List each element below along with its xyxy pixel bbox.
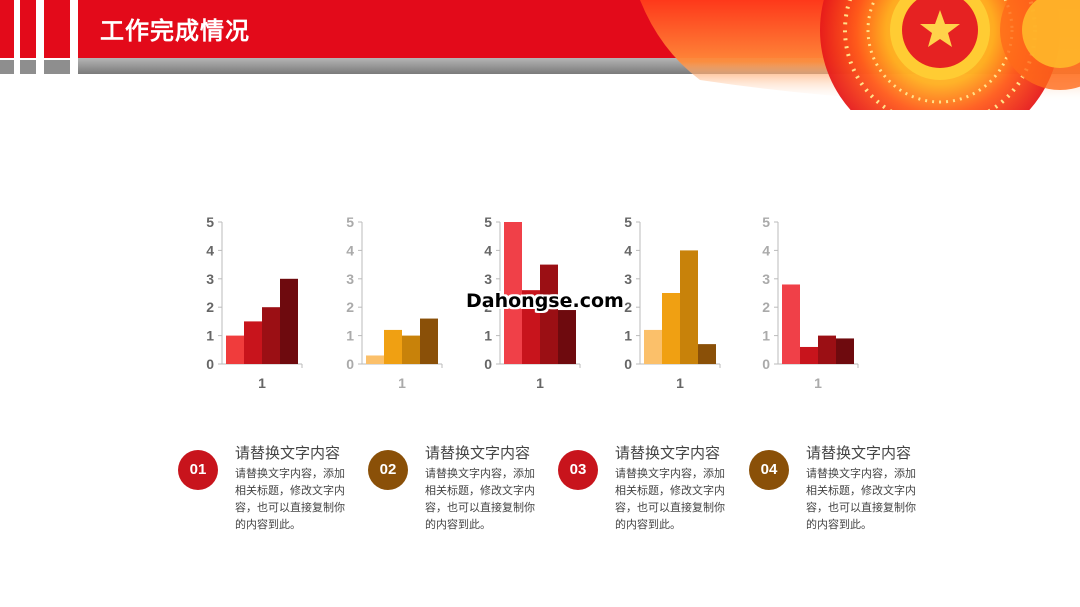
y-tick-label: 3: [762, 271, 770, 287]
y-tick-label: 3: [346, 271, 354, 287]
y-tick-label: 4: [346, 242, 354, 258]
y-tick-label: 2: [762, 299, 770, 315]
bar: [504, 222, 522, 364]
bar: [662, 293, 680, 364]
bar: [558, 310, 576, 364]
item-description: 请替换文字内容，添加相关标题，修改文字内容，也可以直接复制你的内容到此。: [615, 467, 725, 531]
y-tick-label: 4: [206, 242, 214, 258]
number-badge: 04: [749, 450, 789, 490]
item-title: 请替换文字内容: [615, 444, 721, 462]
y-tick-label: 2: [346, 299, 354, 315]
item-title: 请替换文字内容: [235, 444, 341, 462]
bar: [280, 278, 298, 364]
y-tick-label: 0: [484, 356, 492, 372]
y-tick-label: 4: [762, 242, 770, 258]
info-item: 04 请替换文字内容 请替换文字内容，添加相关标题，修改文字内容，也可以直接复制…: [749, 440, 939, 540]
y-tick-label: 5: [484, 214, 492, 230]
bar: [384, 329, 402, 364]
info-item: 01 请替换文字内容 请替换文字内容，添加相关标题，修改文字内容，也可以直接复制…: [178, 440, 368, 540]
y-tick-label: 5: [206, 214, 214, 230]
y-tick-label: 5: [346, 214, 354, 230]
bar: [818, 335, 836, 364]
header-banner: 工作完成情况: [0, 0, 1080, 110]
y-tick-label: 5: [762, 214, 770, 230]
bar: [262, 307, 280, 364]
y-tick-label: 4: [624, 242, 632, 258]
bar-charts: 0 1 2 3 4 5 1 0 1 2 3 4 5 1 0 1 2 3 4 5 1 0 1 2 3 4 5 1 0 1 2 3 4 5 1: [206, 214, 859, 391]
info-item: 02 请替换文字内容 请替换文字内容，添加相关标题，修改文字内容，也可以直接复制…: [368, 440, 558, 540]
y-tick-label: 1: [206, 328, 214, 344]
y-tick-label: 2: [624, 299, 632, 315]
info-item: 03 请替换文字内容 请替换文字内容，添加相关标题，修改文字内容，也可以直接复制…: [558, 440, 748, 540]
y-tick-label: 2: [206, 299, 214, 315]
bar: [244, 321, 262, 364]
y-tick-label: 5: [624, 214, 632, 230]
item-description: 请替换文字内容，添加相关标题，修改文字内容，也可以直接复制你的内容到此。: [425, 467, 535, 531]
y-tick-label: 2: [484, 299, 492, 315]
bar: [800, 346, 818, 364]
y-tick-label: 4: [484, 242, 492, 258]
y-tick-label: 0: [624, 356, 632, 372]
bar: [836, 338, 854, 364]
bar: [402, 335, 420, 364]
bar: [226, 335, 244, 364]
bar: [420, 318, 438, 364]
bar: [540, 264, 558, 364]
number-badge: 02: [368, 450, 408, 490]
bar: [680, 250, 698, 364]
item-title: 请替换文字内容: [806, 444, 912, 462]
bar: [782, 284, 800, 364]
bar: [522, 290, 540, 364]
item-title: 请替换文字内容: [425, 444, 531, 462]
y-tick-label: 1: [346, 328, 354, 344]
y-tick-label: 0: [762, 356, 770, 372]
y-tick-label: 1: [484, 328, 492, 344]
number-badge: 03: [558, 450, 598, 490]
x-tick-label: 1: [536, 375, 544, 391]
bar: [644, 329, 662, 364]
y-tick-label: 1: [762, 328, 770, 344]
x-tick-label: 1: [814, 375, 822, 391]
number-badge: 01: [178, 450, 218, 490]
y-tick-label: 1: [624, 328, 632, 344]
y-tick-label: 3: [206, 271, 214, 287]
x-tick-label: 1: [676, 375, 684, 391]
x-tick-label: 1: [258, 375, 266, 391]
item-description: 请替换文字内容，添加相关标题，修改文字内容，也可以直接复制你的内容到此。: [806, 467, 916, 531]
bar: [366, 355, 384, 364]
page-title: 工作完成情况: [100, 17, 250, 45]
y-tick-label: 0: [206, 356, 214, 372]
watermark-text: Dahongse.com: [466, 290, 624, 312]
banner-graphic: [0, 0, 1080, 110]
y-tick-label: 0: [346, 356, 354, 372]
bar: [698, 344, 716, 364]
y-tick-label: 3: [624, 271, 632, 287]
x-tick-label: 1: [398, 375, 406, 391]
y-tick-label: 3: [484, 271, 492, 287]
item-description: 请替换文字内容，添加相关标题，修改文字内容，也可以直接复制你的内容到此。: [235, 467, 345, 531]
